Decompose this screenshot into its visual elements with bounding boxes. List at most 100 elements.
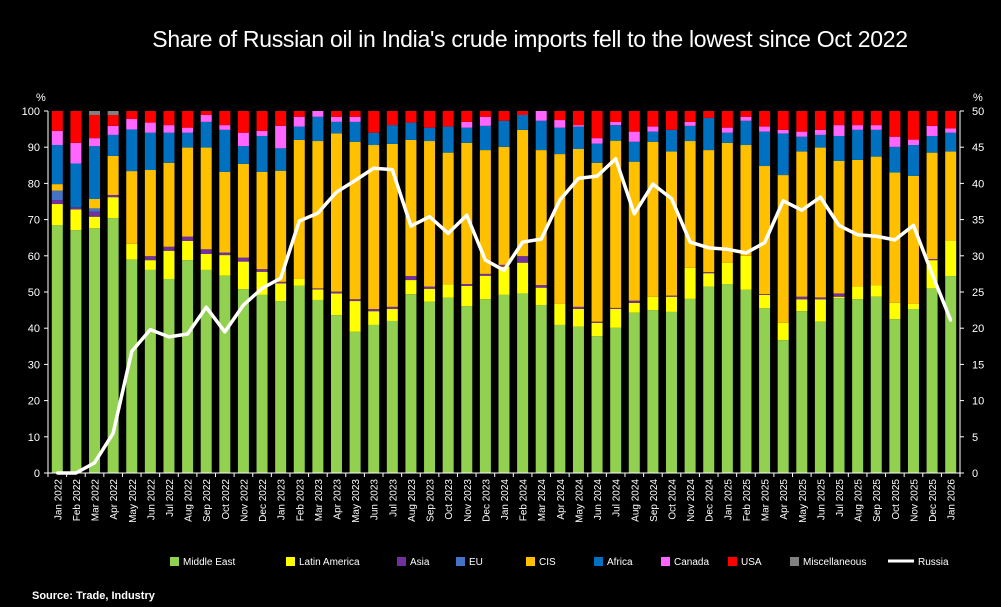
x-tick-label: Nov 2025 <box>909 479 920 522</box>
x-tick-label: Apr 2022 <box>109 479 120 520</box>
bar-segment-africa <box>852 129 864 160</box>
bar-segment-cis <box>554 154 566 304</box>
bar-segment-cis <box>330 133 342 292</box>
x-tick-label: Jan 2022 <box>53 479 64 521</box>
bar-segment-latin-america <box>163 250 175 279</box>
bar-segment-usa <box>684 111 696 122</box>
bar-segment-africa <box>721 132 733 143</box>
bar-segment-usa <box>889 111 901 137</box>
bar-segment-canada <box>293 116 305 127</box>
bar-segment-asia <box>219 252 231 256</box>
russia-point <box>763 241 767 245</box>
bar-segment-middle-east <box>945 276 957 473</box>
bar-segment-asia <box>479 273 491 276</box>
bar-segment-middle-east <box>666 311 678 473</box>
bar-segment-asia <box>386 306 398 310</box>
bar-segment-africa <box>796 136 808 152</box>
bar-segment-latin-america <box>796 299 808 312</box>
bar-segment-latin-america <box>200 253 212 270</box>
bar-segment-asia <box>405 276 417 281</box>
x-tick-label: Sep 2025 <box>872 479 883 522</box>
bar-segment-latin-america <box>144 260 156 270</box>
bar-segment-middle-east <box>256 294 268 473</box>
legend-swatch-canada <box>661 557 670 566</box>
bar-segment-latin-america <box>647 296 659 311</box>
legend-label: USA <box>741 557 762 568</box>
russia-point <box>707 246 711 250</box>
russia-point <box>409 224 413 228</box>
bar-segment-canada <box>89 138 101 147</box>
bar-segment-middle-east <box>312 299 324 473</box>
bar-segment-canada <box>833 125 845 136</box>
bar-segment-latin-america <box>386 309 398 321</box>
bar-segment-usa <box>479 111 491 117</box>
bar-segment-usa <box>237 111 249 133</box>
bar-segment-cis <box>386 143 398 307</box>
russia-point <box>632 212 636 216</box>
bar-segment-canada <box>70 142 82 164</box>
bar-segment-africa <box>926 135 938 153</box>
legend-label: Canada <box>674 557 709 568</box>
bar-segment-usa <box>368 111 380 133</box>
x-tick-label: Jun 2023 <box>370 479 381 521</box>
russia-point <box>856 233 860 237</box>
bar-segment-latin-america <box>777 322 789 341</box>
legend-label: Middle East <box>183 557 235 568</box>
bar-segment-cis <box>368 145 380 310</box>
bar-segment-usa <box>126 111 138 119</box>
bar-segment-usa <box>907 111 919 140</box>
left-tick-label: 100 <box>22 106 40 118</box>
bar-segment-cis <box>349 141 361 300</box>
x-tick-label: Nov 2022 <box>239 479 250 522</box>
bar-segment-africa <box>144 132 156 171</box>
bar-segment-canada <box>312 111 324 117</box>
x-tick-label: Mar 2023 <box>314 479 325 522</box>
bar-segment-usa <box>796 111 808 132</box>
russia-point <box>818 195 822 199</box>
bar-segment-usa <box>275 111 287 126</box>
bar-segment-middle-east <box>870 296 882 473</box>
bar-segment-latin-america <box>535 287 547 306</box>
bar-segment-asia <box>759 294 771 295</box>
bar-segment-usa <box>721 111 733 128</box>
left-axis-unit: % <box>36 92 46 104</box>
bar-segment-africa <box>703 117 715 151</box>
bar-segment-africa <box>833 135 845 161</box>
bar-segment-africa <box>293 126 305 140</box>
bar-segment-middle-east <box>70 230 82 473</box>
x-tick-label: Apr 2025 <box>779 479 790 520</box>
bar-segment-usa <box>572 111 584 126</box>
bar-segment-middle-east <box>647 310 659 473</box>
russia-point <box>670 197 674 201</box>
bar-segment-cis <box>200 147 212 250</box>
bar-segment-canada <box>907 139 919 146</box>
russia-point <box>781 199 785 203</box>
bar-segment-canada <box>237 132 249 147</box>
x-tick-label: May 2025 <box>798 479 809 523</box>
bar-segment-middle-east <box>777 340 789 473</box>
bar-segment-africa <box>442 126 454 153</box>
bar-segment-latin-america <box>312 289 324 300</box>
bar-segment-asia <box>163 246 175 251</box>
bar-segment-africa <box>107 134 119 156</box>
bar-segment-latin-america <box>237 261 249 290</box>
x-tick-label: Aug 2023 <box>407 479 418 522</box>
left-tick-label: 30 <box>28 359 40 371</box>
bar-segment-latin-america <box>889 302 901 320</box>
x-tick-label: Mar 2022 <box>91 479 102 522</box>
x-tick-label: Oct 2025 <box>891 479 902 520</box>
bar-segment-canada <box>889 136 901 147</box>
bar-segment-africa <box>182 132 194 148</box>
russia-point <box>428 215 432 219</box>
bar-segment-usa <box>647 111 659 127</box>
bar-segment-usa <box>926 111 938 126</box>
bar-segment-africa <box>628 141 640 162</box>
x-tick-label: Dec 2023 <box>481 479 492 522</box>
bar-segment-cis <box>684 141 696 268</box>
x-tick-label: Sep 2024 <box>649 479 660 522</box>
bar-segment-latin-america <box>703 273 715 287</box>
bar-segment-latin-america <box>814 299 826 322</box>
bar-segment-middle-east <box>610 327 622 473</box>
bar-segment-usa <box>349 111 361 117</box>
x-tick-label: Mar 2025 <box>761 479 772 522</box>
